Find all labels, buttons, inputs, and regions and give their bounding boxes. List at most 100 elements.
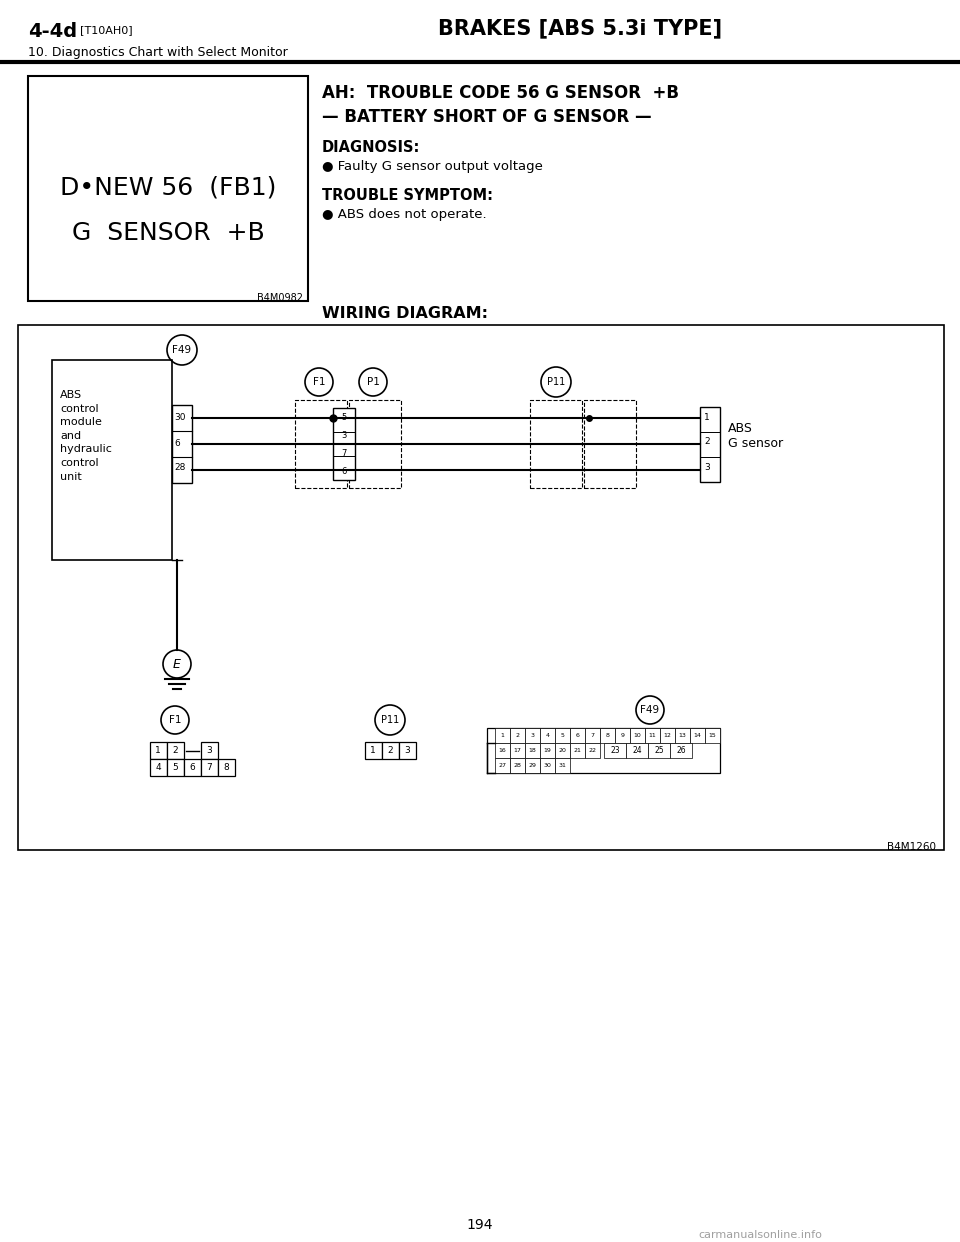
Bar xyxy=(604,743,626,758)
Text: 7: 7 xyxy=(590,733,594,738)
Text: F49: F49 xyxy=(640,705,660,715)
Bar xyxy=(510,743,525,758)
Bar xyxy=(349,400,401,488)
Text: 14: 14 xyxy=(693,733,702,738)
Text: 7: 7 xyxy=(206,763,212,773)
Text: DIAGNOSIS:: DIAGNOSIS: xyxy=(322,140,420,155)
Text: 4: 4 xyxy=(545,733,549,738)
Text: 20: 20 xyxy=(559,748,566,753)
Bar xyxy=(166,759,183,776)
Text: 3: 3 xyxy=(342,431,347,441)
Bar xyxy=(525,743,540,758)
Bar xyxy=(28,76,308,301)
Text: 18: 18 xyxy=(529,748,537,753)
Bar xyxy=(381,741,398,759)
Text: 16: 16 xyxy=(498,748,506,753)
Text: 8: 8 xyxy=(606,733,610,738)
Text: 28: 28 xyxy=(174,462,185,472)
Text: carmanualsonline.info: carmanualsonline.info xyxy=(698,1230,822,1240)
Text: 3: 3 xyxy=(531,733,535,738)
Text: 6: 6 xyxy=(174,438,180,447)
Text: 19: 19 xyxy=(543,748,551,753)
Text: F1: F1 xyxy=(313,378,325,388)
Bar xyxy=(555,743,570,758)
Bar xyxy=(585,728,600,743)
Bar xyxy=(584,400,636,488)
Bar xyxy=(495,758,510,773)
Text: [T10AH0]: [T10AH0] xyxy=(80,25,132,35)
Text: 6: 6 xyxy=(342,467,347,477)
Text: 25: 25 xyxy=(654,746,663,755)
Bar xyxy=(555,758,570,773)
Text: 26: 26 xyxy=(676,746,685,755)
Bar xyxy=(487,728,720,773)
Text: 4: 4 xyxy=(156,763,161,773)
Text: 23: 23 xyxy=(611,746,620,755)
Text: 13: 13 xyxy=(679,733,686,738)
Bar xyxy=(648,743,670,758)
Bar xyxy=(690,728,705,743)
Text: 5: 5 xyxy=(342,414,347,422)
Bar xyxy=(700,407,720,482)
Text: D•NEW 56  (FB1): D•NEW 56 (FB1) xyxy=(60,176,276,200)
Text: 1: 1 xyxy=(371,746,376,755)
Bar xyxy=(540,728,555,743)
Text: 29: 29 xyxy=(529,763,537,768)
Text: 31: 31 xyxy=(559,763,566,768)
Text: 11: 11 xyxy=(649,733,657,738)
Text: 6: 6 xyxy=(189,763,195,773)
Text: 28: 28 xyxy=(514,763,521,768)
Bar xyxy=(183,759,201,776)
Text: 10: 10 xyxy=(634,733,641,738)
Text: ● ABS does not operate.: ● ABS does not operate. xyxy=(322,207,487,221)
Bar xyxy=(705,728,720,743)
Bar xyxy=(495,743,510,758)
Text: ● Faulty G sensor output voltage: ● Faulty G sensor output voltage xyxy=(322,160,542,173)
Bar xyxy=(585,743,600,758)
Bar xyxy=(295,400,347,488)
Text: E: E xyxy=(173,657,180,671)
Text: B4M1260: B4M1260 xyxy=(887,842,936,852)
Bar xyxy=(670,743,692,758)
Text: 2: 2 xyxy=(387,746,393,755)
Bar xyxy=(398,741,416,759)
Text: BRAKES [ABS 5.3i TYPE]: BRAKES [ABS 5.3i TYPE] xyxy=(438,17,722,39)
Bar xyxy=(540,758,555,773)
Bar xyxy=(201,741,218,759)
Text: WIRING DIAGRAM:: WIRING DIAGRAM: xyxy=(322,306,488,320)
Text: F49: F49 xyxy=(173,345,192,355)
Text: 30: 30 xyxy=(174,412,185,421)
Text: P11: P11 xyxy=(381,715,399,725)
Text: 5: 5 xyxy=(172,763,178,773)
Bar xyxy=(18,325,944,850)
Text: 3: 3 xyxy=(206,746,212,755)
Text: 17: 17 xyxy=(514,748,521,753)
Bar xyxy=(218,759,234,776)
Text: 1: 1 xyxy=(156,746,161,755)
Bar xyxy=(201,759,218,776)
Text: 10. Diagnostics Chart with Select Monitor: 10. Diagnostics Chart with Select Monito… xyxy=(28,46,288,60)
Bar xyxy=(660,728,675,743)
Bar xyxy=(540,743,555,758)
Bar xyxy=(172,405,192,483)
Bar xyxy=(510,758,525,773)
Bar xyxy=(675,728,690,743)
Bar xyxy=(510,728,525,743)
Text: 9: 9 xyxy=(620,733,625,738)
Bar xyxy=(166,741,183,759)
Bar xyxy=(525,758,540,773)
Bar xyxy=(645,728,660,743)
Text: 30: 30 xyxy=(543,763,551,768)
Text: 22: 22 xyxy=(588,748,596,753)
Bar xyxy=(615,728,630,743)
Text: 27: 27 xyxy=(498,763,507,768)
Text: 194: 194 xyxy=(467,1218,493,1232)
Text: 15: 15 xyxy=(708,733,716,738)
Bar xyxy=(570,743,585,758)
Text: — BATTERY SHORT OF G SENSOR —: — BATTERY SHORT OF G SENSOR — xyxy=(322,108,652,125)
Text: 24: 24 xyxy=(633,746,642,755)
Text: F1: F1 xyxy=(169,715,181,725)
Bar xyxy=(525,728,540,743)
Text: 3: 3 xyxy=(704,462,709,472)
Text: 2: 2 xyxy=(704,437,709,447)
